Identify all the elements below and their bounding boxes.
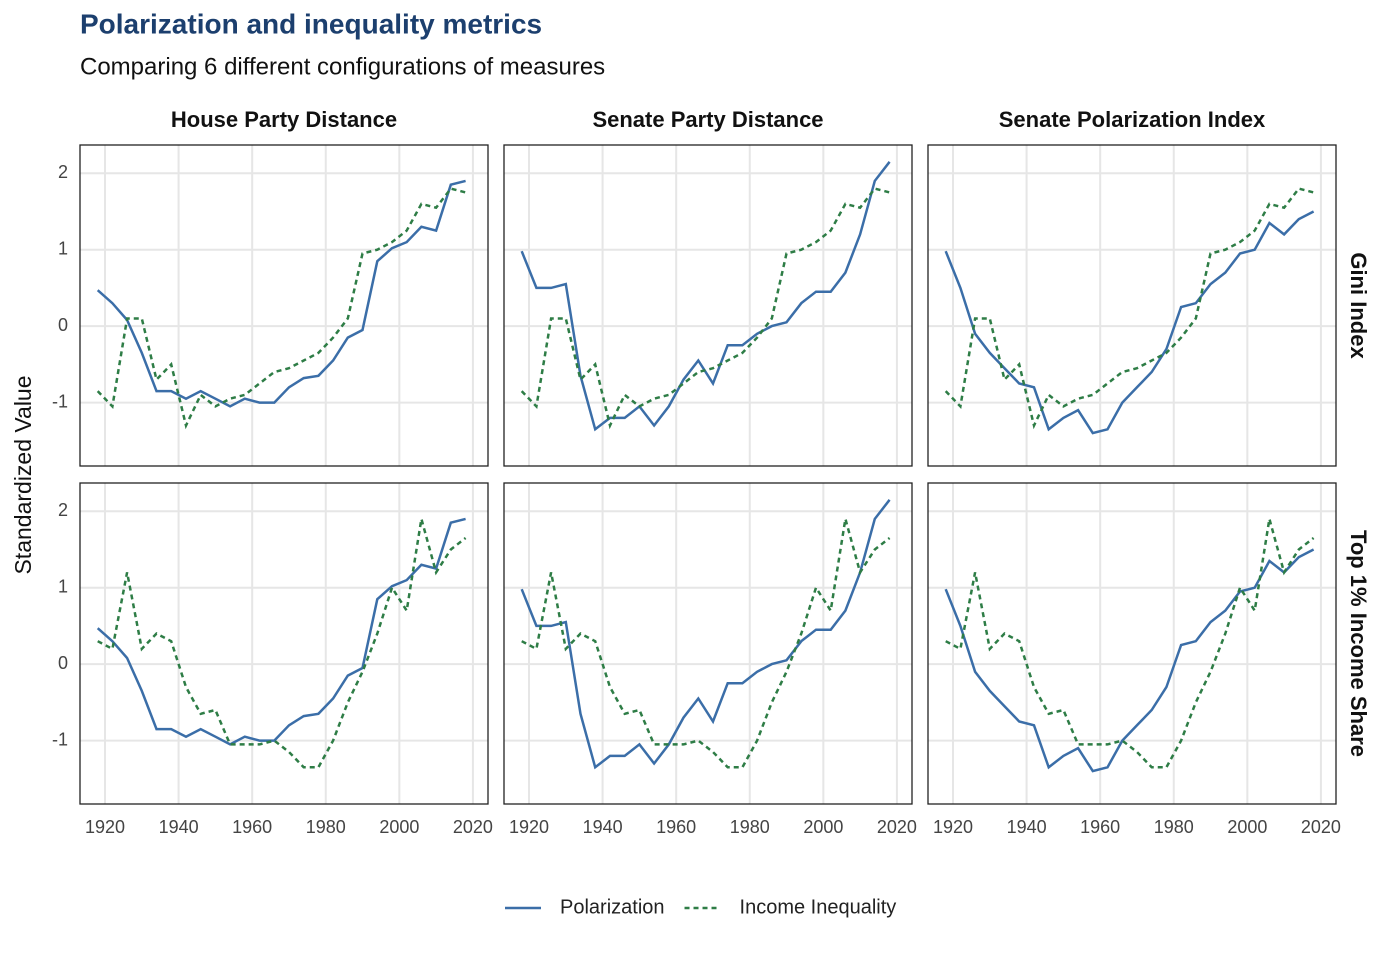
line-series — [521, 518, 891, 769]
x-tick-label: 1960 — [232, 817, 272, 837]
facet-column-title: Senate Polarization Index — [999, 107, 1266, 132]
x-tick-label: 2000 — [379, 817, 419, 837]
x-tick-label: 1940 — [583, 817, 623, 837]
line-series — [96, 179, 466, 408]
y-tick-label: -1 — [52, 391, 68, 411]
y-tick-label: 2 — [58, 162, 68, 182]
y-tick-label: 0 — [58, 653, 68, 673]
y-tick-label: 2 — [58, 500, 68, 520]
line-series — [944, 187, 1314, 430]
x-tick-label: 2000 — [803, 817, 843, 837]
line-series — [945, 518, 1315, 769]
line-series — [96, 187, 466, 430]
x-tick-label: 1960 — [656, 817, 696, 837]
y-tick-label: 1 — [58, 238, 68, 258]
x-tick-label: 1960 — [1080, 817, 1120, 837]
y-tick-label: 1 — [58, 576, 68, 596]
x-tick-label: 1940 — [159, 817, 199, 837]
line-series — [944, 210, 1315, 435]
facet-column-title: House Party Distance — [171, 107, 397, 132]
legend-label: Polarization — [560, 896, 665, 918]
x-tick-label: 1920 — [509, 817, 549, 837]
y-tick-label: 0 — [58, 315, 68, 335]
x-tick-label: 1920 — [933, 817, 973, 837]
facet-row-title: Top 1% Income Share — [1346, 530, 1371, 757]
facet-row-title: Gini Index — [1346, 252, 1371, 359]
line-series — [96, 517, 466, 746]
line-series — [944, 548, 1315, 773]
x-tick-label: 2020 — [1301, 817, 1341, 837]
x-tick-label: 2000 — [1227, 817, 1267, 837]
panel-border — [79, 144, 489, 467]
y-axis-title: Standardized Value — [10, 375, 36, 574]
line-series — [520, 187, 890, 430]
x-tick-label: 1980 — [730, 817, 770, 837]
chart-title: Polarization and inequality metrics — [80, 8, 542, 39]
line-series — [520, 499, 891, 770]
panel-border — [927, 482, 1337, 805]
line-series — [520, 161, 891, 432]
chart-subtitle: Comparing 6 different configurations of … — [80, 53, 605, 80]
x-tick-label: 1940 — [1007, 817, 1047, 837]
y-tick-label: -1 — [52, 729, 68, 749]
x-tick-label: 1980 — [1154, 817, 1194, 837]
legend-label: Income Inequality — [740, 896, 897, 918]
line-series — [97, 518, 467, 769]
x-tick-label: 1920 — [85, 817, 125, 837]
panel-border — [503, 482, 913, 805]
panel-border — [927, 144, 1337, 467]
x-tick-label: 2020 — [877, 817, 917, 837]
x-tick-label: 2020 — [453, 817, 493, 837]
x-tick-label: 1980 — [306, 817, 346, 837]
panel-border — [79, 482, 489, 805]
panel-border — [503, 144, 913, 467]
facet-column-title: Senate Party Distance — [592, 107, 823, 132]
